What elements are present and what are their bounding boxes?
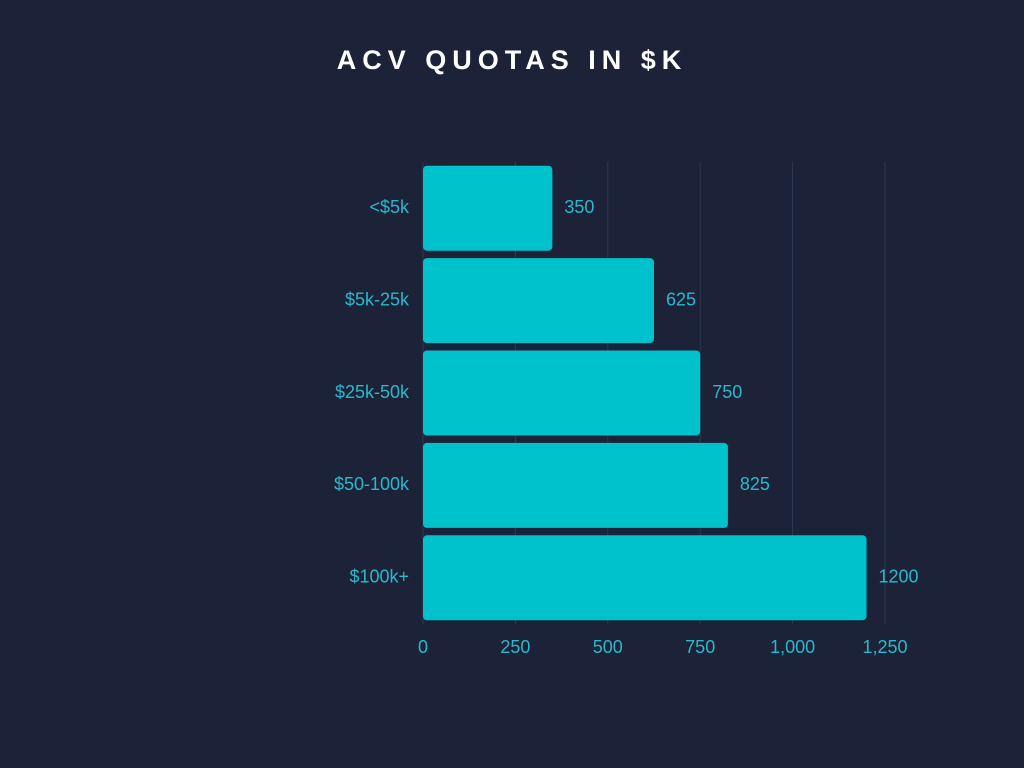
bar <box>423 258 654 344</box>
value-label: 1200 <box>879 567 919 587</box>
x-tick-label: 0 <box>418 637 428 657</box>
bar <box>423 535 867 621</box>
bar <box>423 350 701 436</box>
y-tick-label: $5k-25k <box>345 289 410 309</box>
x-tick-label: 750 <box>685 637 715 657</box>
value-label: 350 <box>564 197 594 217</box>
y-tick-label: <$5k <box>369 197 410 217</box>
x-tick-label: 500 <box>593 637 623 657</box>
x-tick-label: 250 <box>500 637 530 657</box>
chart-title: ACV QUOTAS IN $K <box>337 45 688 75</box>
y-tick-label: $100k+ <box>349 567 409 587</box>
x-tick-label: 1,000 <box>770 637 815 657</box>
y-tick-label: $50-100k <box>334 474 410 494</box>
value-label: 825 <box>740 474 770 494</box>
y-tick-label: $25k-50k <box>335 382 410 402</box>
value-label: 750 <box>712 382 742 402</box>
value-label: 625 <box>666 289 696 309</box>
bar <box>423 165 553 251</box>
bar <box>423 442 728 528</box>
x-tick-label: 1,250 <box>862 637 907 657</box>
